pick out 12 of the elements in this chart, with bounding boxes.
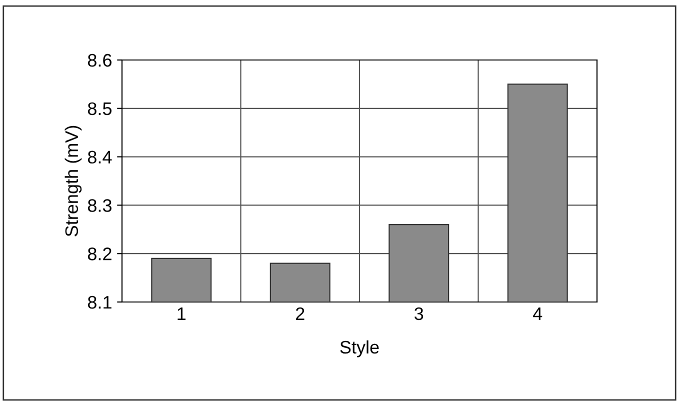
x-tick-label: 4 [533,308,542,320]
y-tick-label: 8.2 [88,248,112,260]
y-tick-label: 8.1 [88,296,112,309]
x-tick-label: 2 [296,307,304,320]
y-tick-label: 8.5 [88,102,112,116]
y-axis-title: Strength (mV) [64,126,82,236]
y-tick-label: 8.6 [88,54,112,67]
x-tick-label: 3 [414,307,424,320]
x-axis-title: Style [340,340,379,358]
y-tick-label: 8.3 [88,199,112,212]
y-tick-label: 8.4 [88,150,112,164]
x-tick-label: 1 [178,308,186,320]
